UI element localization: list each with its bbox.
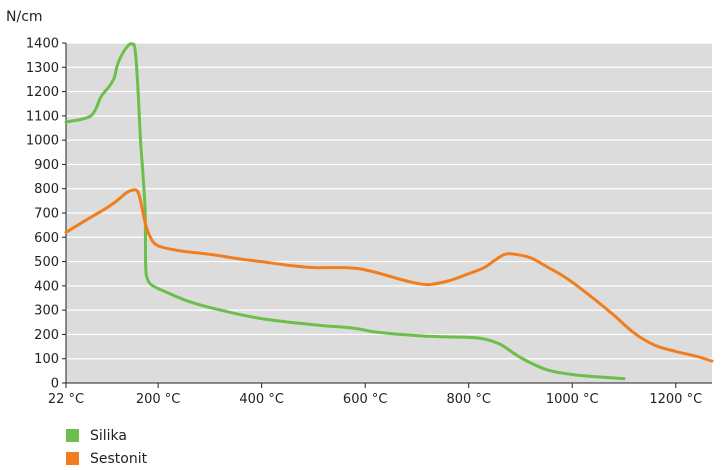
y-tick-label-1000: 1000 xyxy=(26,134,59,149)
y-tick-label-800: 800 xyxy=(34,182,59,197)
x-tick-label-0: 22 °C xyxy=(48,392,84,407)
y-tick-label-1200: 1200 xyxy=(26,85,59,100)
y-tick-label-1400: 1400 xyxy=(26,37,59,52)
series-line-sestonit xyxy=(64,188,714,363)
x-tick-label-2: 400 °C xyxy=(239,392,284,407)
y-tick-label-900: 900 xyxy=(34,158,59,173)
legend-label-silika: Silika xyxy=(90,427,127,444)
legend-item-sestonit: Sestonit xyxy=(66,447,147,470)
legend-swatch-silika xyxy=(66,429,79,442)
x-axis-ticks: 22 °C 200 °C 400 °C 600 °C 800 °C 1000 °C 1200… xyxy=(48,383,702,407)
legend: Silika Sestonit xyxy=(66,424,147,470)
y-tick-label-1100: 1100 xyxy=(26,109,59,124)
y-tick-label-500: 500 xyxy=(34,255,59,270)
y-tick-label-700: 700 xyxy=(34,207,59,222)
y-tick-label-100: 100 xyxy=(34,352,59,367)
y-axis-label: N/cm xyxy=(6,9,43,25)
x-tick-label-6: 1200 °C xyxy=(649,392,702,407)
y-tick-label-0: 0 xyxy=(51,377,59,392)
gridlines xyxy=(66,42,712,360)
x-tick-label-5: 1000 °C xyxy=(546,392,599,407)
series-lines xyxy=(64,42,714,381)
line-chart: N/cm 0 100 200 300 400 500 600 700 800 900 1000 110… xyxy=(6,9,714,407)
series-line-silika xyxy=(64,42,626,381)
y-tick-label-600: 600 xyxy=(34,231,59,246)
y-tick-label-400: 400 xyxy=(34,279,59,294)
y-tick-label-300: 300 xyxy=(34,304,59,319)
legend-item-silika: Silika xyxy=(66,424,147,447)
legend-label-sestonit: Sestonit xyxy=(90,450,148,467)
x-tick-label-1: 200 °C xyxy=(136,392,181,407)
x-tick-label-4: 800 °C xyxy=(446,392,491,407)
y-tick-label-200: 200 xyxy=(34,328,59,343)
y-axis-ticks: 0 100 200 300 400 500 600 700 800 900 1000 1100 1200… xyxy=(26,37,66,392)
x-tick-label-3: 600 °C xyxy=(343,392,388,407)
legend-swatch-sestonit xyxy=(66,452,79,465)
y-tick-label-1300: 1300 xyxy=(26,61,59,76)
